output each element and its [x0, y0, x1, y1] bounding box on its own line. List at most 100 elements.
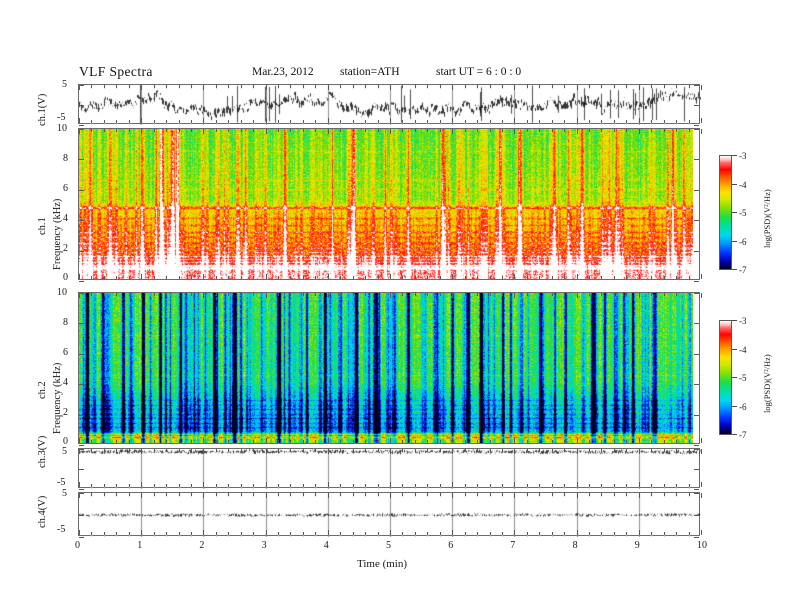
axis-tick [539, 293, 541, 296]
cbar1-label-m7: -7 [739, 265, 747, 275]
axis-tick [539, 85, 541, 88]
axis-tick [153, 276, 155, 279]
axis-tick [551, 449, 553, 452]
axis-tick [265, 438, 267, 443]
axis-tick [203, 449, 205, 454]
axis-tick [178, 440, 180, 443]
axis-tick [365, 493, 367, 496]
axis-tick [676, 440, 678, 443]
axis-tick [128, 493, 130, 496]
axis-tick [626, 293, 628, 296]
axis-tick [91, 493, 93, 496]
cbar2-tick-2 [732, 377, 737, 378]
axis-tick [390, 118, 391, 123]
axis-tick [464, 440, 466, 443]
axis-tick [377, 293, 379, 296]
axis-tick [315, 484, 317, 487]
axis-tick [452, 482, 454, 487]
axis-tick [253, 484, 255, 487]
axis-tick [439, 449, 441, 452]
axis-tick [651, 85, 653, 88]
axis-tick [663, 449, 665, 452]
axis-tick [701, 449, 702, 454]
axis-tick [638, 274, 640, 279]
axis-tick [103, 484, 105, 487]
cbar2-label-m7: -7 [739, 430, 747, 440]
axis-tick [390, 129, 391, 134]
axis-tick [79, 118, 80, 123]
axis-tick [464, 129, 466, 132]
x-tick-0: 0 [75, 540, 80, 551]
axis-tick [626, 484, 628, 487]
axis-tick [315, 120, 317, 123]
axis-tick [390, 438, 391, 443]
axis-tick [551, 120, 553, 123]
ch1-wave-ytick-bottom: -5 [57, 112, 66, 123]
axis-tick [551, 85, 553, 88]
axis-tick [676, 449, 678, 452]
axis-tick [377, 129, 379, 132]
axis-tick [626, 532, 628, 535]
axis-tick [613, 120, 615, 123]
axis-tick [452, 274, 454, 279]
axis-tick [79, 537, 84, 538]
ch1-frequency-axis-label: Frequency (kHz) [52, 198, 63, 270]
axis-tick [539, 449, 541, 452]
axis-tick [141, 118, 143, 123]
axis-tick [190, 120, 192, 123]
axis-tick [676, 532, 678, 535]
axis-tick [365, 484, 367, 487]
axis-tick [190, 493, 192, 496]
axis-tick [539, 129, 541, 132]
axis-tick [452, 293, 454, 298]
station-label: station=ATH [340, 66, 400, 78]
axis-tick [589, 293, 591, 296]
colorbar-ch1 [719, 155, 732, 270]
axis-tick [265, 493, 267, 498]
axis-tick [601, 440, 603, 443]
axis-tick [79, 85, 84, 86]
axis-tick [638, 85, 640, 90]
axis-tick [340, 129, 342, 132]
axis-tick [265, 129, 267, 134]
axis-tick [439, 484, 441, 487]
axis-tick [103, 532, 105, 535]
axis-tick [539, 484, 541, 487]
axis-tick [178, 449, 180, 452]
axis-tick [365, 532, 367, 535]
axis-tick [327, 493, 329, 498]
axis-tick [240, 493, 242, 496]
axis-tick [166, 120, 168, 123]
axis-tick [278, 532, 280, 535]
axis-tick [663, 484, 665, 487]
axis-tick [290, 293, 292, 296]
axis-tick [601, 449, 603, 452]
axis-tick [178, 85, 180, 88]
axis-tick [601, 484, 603, 487]
axis-tick [539, 493, 541, 496]
axis-tick [539, 120, 541, 123]
axis-tick [589, 484, 591, 487]
axis-tick [489, 85, 491, 88]
axis-tick [651, 129, 653, 132]
axis-tick [103, 129, 105, 132]
axis-tick [452, 438, 454, 443]
axis-tick [116, 493, 118, 496]
axis-tick [215, 129, 217, 132]
axis-tick [427, 493, 429, 496]
cbar1-tick-1 [732, 184, 737, 185]
axis-tick [551, 293, 553, 296]
axis-tick [402, 120, 404, 123]
ch1-waveform-axis-label: ch.1(V) [37, 93, 48, 126]
axis-tick [228, 129, 230, 132]
axis-tick [278, 440, 280, 443]
axis-tick [564, 276, 566, 279]
axis-tick [253, 120, 255, 123]
axis-tick [638, 530, 640, 535]
axis-tick [613, 484, 615, 487]
axis-tick [253, 129, 255, 132]
axis-tick [79, 469, 84, 470]
axis-tick [340, 293, 342, 296]
axis-tick [103, 449, 105, 452]
axis-tick [253, 440, 255, 443]
